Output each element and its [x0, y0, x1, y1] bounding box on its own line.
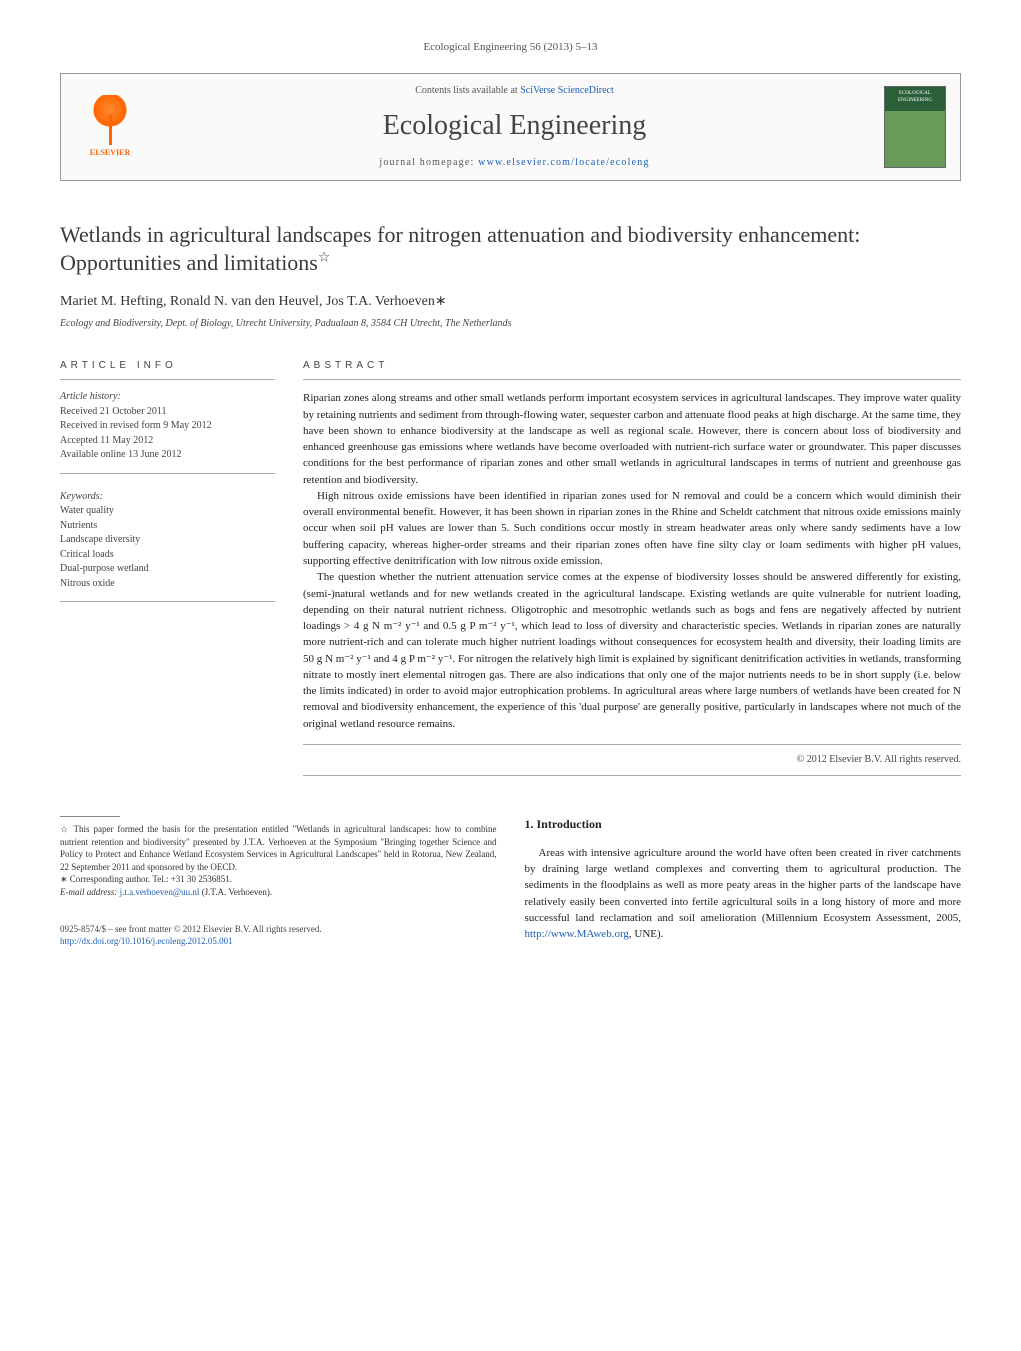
- issn-line: 0925-8574/$ – see front matter © 2012 El…: [60, 923, 497, 936]
- intro-heading: 1. Introduction: [525, 816, 962, 833]
- abstract-text: Riparian zones along streams and other s…: [303, 390, 961, 732]
- homepage-line: journal homepage: www.elsevier.com/locat…: [145, 156, 884, 170]
- intro-paragraph: Areas with intensive agriculture around …: [525, 845, 962, 943]
- footnote-column: ☆ This paper formed the basis for the pr…: [60, 816, 497, 948]
- intro-text-b: , UNE).: [629, 928, 664, 940]
- contents-prefix: Contents lists available at: [415, 85, 520, 96]
- intro-link[interactable]: http://www.MAweb.org: [525, 928, 629, 940]
- history-item: Accepted 11 May 2012: [60, 435, 153, 446]
- header-center: Contents lists available at SciVerse Sci…: [145, 84, 884, 169]
- history-item: Received in revised form 9 May 2012: [60, 420, 212, 431]
- abstract-label: ABSTRACT: [303, 359, 961, 380]
- abstract-para: The question whether the nutrient attenu…: [303, 569, 961, 732]
- keyword: Dual-purpose wetland: [60, 563, 149, 574]
- article-info-column: ARTICLE INFO Article history: Received 2…: [60, 359, 275, 776]
- footnote-email: E-mail address: j.t.a.verhoeven@uu.nl (J…: [60, 886, 497, 899]
- article-info-label: ARTICLE INFO: [60, 359, 275, 380]
- elsevier-tree-icon: [90, 95, 130, 145]
- cover-text: ECOLOGICAL ENGINEERING: [898, 91, 932, 103]
- homepage-prefix: journal homepage:: [379, 157, 478, 168]
- homepage-link[interactable]: www.elsevier.com/locate/ecoleng: [478, 157, 650, 168]
- doi-link[interactable]: http://dx.doi.org/10.1016/j.ecoleng.2012…: [60, 936, 233, 946]
- abstract-para: Riparian zones along streams and other s…: [303, 390, 961, 488]
- history-heading: Article history:: [60, 390, 275, 405]
- authors-list: Mariet M. Hefting, Ronald N. van den Heu…: [60, 294, 435, 309]
- footnote-corresponding: ∗ Corresponding author. Tel.: +31 30 253…: [60, 873, 497, 886]
- corresponding-mark: ∗: [435, 294, 447, 309]
- keywords-block: Keywords: Water quality Nutrients Landsc…: [60, 490, 275, 603]
- affiliation: Ecology and Biodiversity, Dept. of Biolo…: [60, 317, 961, 331]
- keyword: Landscape diversity: [60, 534, 140, 545]
- history-item: Received 21 October 2011: [60, 406, 167, 417]
- journal-reference: Ecological Engineering 56 (2013) 5–13: [60, 40, 961, 55]
- keyword: Nutrients: [60, 520, 97, 531]
- intro-text-a: Areas with intensive agriculture around …: [525, 847, 962, 924]
- journal-name: Ecological Engineering: [145, 106, 884, 145]
- publisher-name: ELSEVIER: [90, 147, 130, 158]
- email-link[interactable]: j.t.a.verhoeven@uu.nl: [120, 887, 200, 897]
- sciencedirect-link[interactable]: SciVerse ScienceDirect: [520, 85, 614, 96]
- keyword: Nitrous oxide: [60, 578, 115, 589]
- introduction-column: 1. Introduction Areas with intensive agr…: [525, 816, 962, 948]
- journal-cover-thumbnail: ECOLOGICAL ENGINEERING: [884, 86, 946, 168]
- footnote-star: ☆ This paper formed the basis for the pr…: [60, 823, 497, 873]
- lower-two-column: ☆ This paper formed the basis for the pr…: [60, 816, 961, 948]
- contents-line: Contents lists available at SciVerse Sci…: [145, 84, 884, 98]
- email-label: E-mail address:: [60, 887, 120, 897]
- footnote-rule: [60, 816, 120, 817]
- abstract-para: High nitrous oxide emissions have been i…: [303, 488, 961, 569]
- journal-header: ELSEVIER Contents lists available at Sci…: [60, 73, 961, 180]
- publisher-logo: ELSEVIER: [75, 87, 145, 167]
- email-suffix: (J.T.A. Verhoeven).: [199, 887, 272, 897]
- article-history-block: Article history: Received 21 October 201…: [60, 390, 275, 474]
- abstract-column: ABSTRACT Riparian zones along streams an…: [303, 359, 961, 776]
- title-footnote-star: ☆: [318, 251, 331, 266]
- history-item: Available online 13 June 2012: [60, 449, 181, 460]
- info-abstract-row: ARTICLE INFO Article history: Received 2…: [60, 359, 961, 776]
- authors: Mariet M. Hefting, Ronald N. van den Heu…: [60, 292, 961, 312]
- keyword: Water quality: [60, 505, 114, 516]
- article-title: Wetlands in agricultural landscapes for …: [60, 221, 961, 278]
- title-text: Wetlands in agricultural landscapes for …: [60, 222, 860, 276]
- abstract-copyright: © 2012 Elsevier B.V. All rights reserved…: [303, 744, 961, 776]
- keywords-heading: Keywords:: [60, 490, 275, 505]
- keyword: Critical loads: [60, 549, 114, 560]
- footer-block: 0925-8574/$ – see front matter © 2012 El…: [60, 923, 497, 948]
